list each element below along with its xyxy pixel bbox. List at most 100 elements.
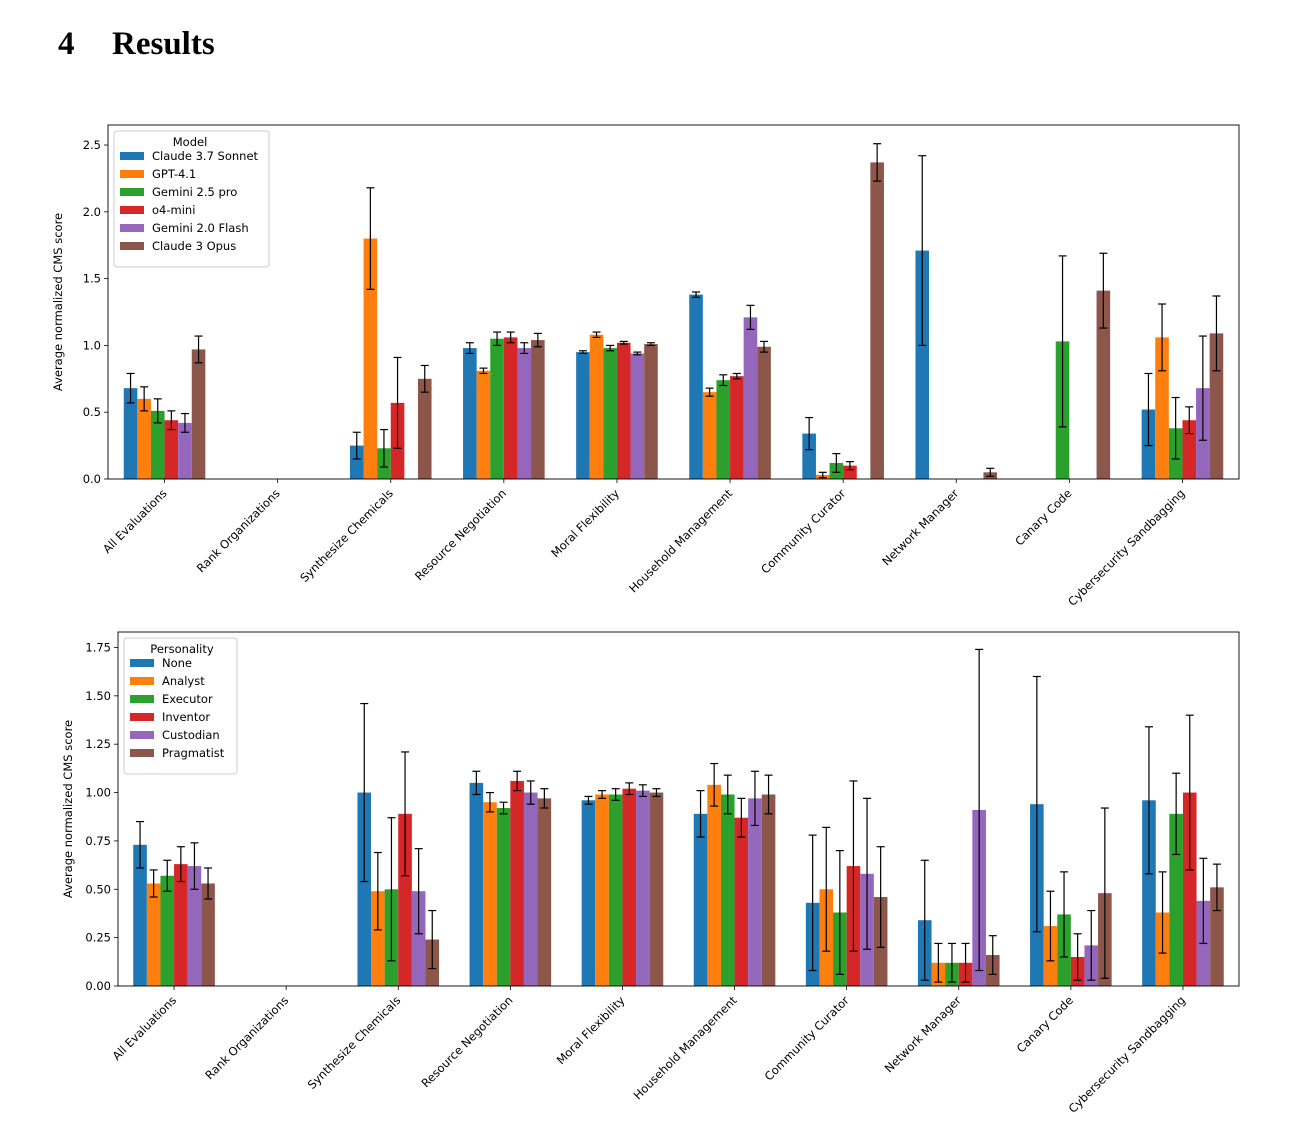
x-tick-label: Household Management <box>631 993 740 1102</box>
bar <box>757 346 771 479</box>
bar <box>595 794 609 986</box>
errorbars-gemini-2-5-pro <box>153 255 1180 473</box>
y-tick-label: 1.25 <box>85 737 111 751</box>
errorbars-gemini-2-0-flash <box>180 304 1207 441</box>
bar <box>503 337 518 479</box>
legend-label: Analyst <box>162 674 205 688</box>
bar <box>398 813 412 986</box>
bar <box>476 370 491 479</box>
legend-box <box>123 637 238 775</box>
bar <box>843 465 857 479</box>
bar <box>160 875 175 986</box>
legend-label: Claude 3 Opus <box>152 239 236 253</box>
bar <box>734 817 749 986</box>
bar <box>537 798 552 986</box>
bar <box>1142 800 1156 986</box>
section-heading: 4 Results <box>58 26 215 63</box>
y-tick-label: 0.25 <box>85 931 111 945</box>
y-axis-label: Average normalized CMS score <box>51 213 65 391</box>
errorbars-executor <box>163 772 1181 983</box>
y-axis-label: Average normalized CMS score <box>61 720 75 898</box>
bar <box>1182 420 1197 479</box>
x-tick-label: All Evaluations <box>109 993 179 1063</box>
legend-title: Personality <box>150 642 214 656</box>
bar <box>707 784 721 986</box>
bar <box>483 802 497 986</box>
bar <box>720 794 735 986</box>
bar <box>622 788 637 986</box>
x-tick-label: Synthesize Chemicals <box>305 993 404 1092</box>
bar <box>802 433 816 479</box>
series-inventor <box>174 780 1197 986</box>
legend-swatch <box>130 749 154 757</box>
section-title: Results <box>112 26 215 62</box>
bar <box>581 800 596 986</box>
legend-swatch <box>120 206 144 214</box>
series-claude-3-opus <box>191 162 1224 479</box>
y-tick-label: 1.0 <box>83 338 101 352</box>
y-tick-label: 0.75 <box>85 834 111 848</box>
bar <box>191 349 206 479</box>
bar <box>1210 887 1224 986</box>
bar <box>510 780 524 986</box>
bar <box>469 782 484 986</box>
legend-label: Gemini 2.0 Flash <box>152 221 249 235</box>
bar <box>644 344 658 479</box>
y-tick-label: 1.75 <box>85 640 111 654</box>
y-tick-label: 0.5 <box>83 405 101 419</box>
bar <box>187 866 202 986</box>
bar <box>174 864 188 986</box>
errorbars-none <box>136 675 1153 981</box>
legend-swatch <box>120 242 144 250</box>
bar <box>531 340 545 479</box>
bar <box>150 410 165 479</box>
errorbars-o4-mini <box>167 331 1194 471</box>
bar <box>630 353 645 479</box>
bar <box>702 392 717 479</box>
legend-title: Model <box>173 135 208 149</box>
bar <box>490 338 504 479</box>
bar <box>649 792 664 986</box>
plot-frame <box>117 631 1240 987</box>
bar <box>1155 337 1169 479</box>
legend-swatch <box>130 677 154 685</box>
y-tick-label: 1.5 <box>83 272 101 286</box>
legend-label: Inventor <box>162 710 210 724</box>
bar <box>748 798 762 986</box>
errorbars-custodian <box>190 648 1208 981</box>
legend-swatch <box>130 659 154 667</box>
x-tick-label: Community Curator <box>762 993 852 1083</box>
legend-swatch <box>130 731 154 739</box>
section-number: 4 <box>58 26 75 62</box>
bar <box>137 398 151 479</box>
legend-swatch <box>130 695 154 703</box>
legend-label: Custodian <box>162 728 220 742</box>
errorbars-pragmatist <box>204 774 1221 979</box>
x-tick-label: Canary Code <box>1014 993 1076 1055</box>
bar <box>1096 290 1111 479</box>
legend-box <box>113 130 270 268</box>
bar <box>123 388 138 479</box>
bar <box>576 352 590 479</box>
bar <box>761 794 776 986</box>
legend-swatch <box>120 224 144 232</box>
bar <box>743 317 758 479</box>
bar <box>146 883 161 986</box>
x-tick-label: Rank Organizations <box>202 993 291 1082</box>
bar <box>716 380 731 479</box>
bar <box>523 792 538 986</box>
x-tick-label: Network Manager <box>882 993 964 1075</box>
bar <box>1169 813 1183 986</box>
bar <box>870 162 884 479</box>
bar <box>915 250 930 479</box>
bar <box>589 334 604 479</box>
x-tick-label: Cybersecurity Sandbagging <box>1066 993 1188 1115</box>
legend-swatch <box>120 188 144 196</box>
bar <box>1209 333 1224 479</box>
y-tick-label: 1.00 <box>85 786 111 800</box>
legend-label: o4-mini <box>152 203 195 217</box>
errorbars-claude-3-7-sonnet <box>126 155 1153 460</box>
